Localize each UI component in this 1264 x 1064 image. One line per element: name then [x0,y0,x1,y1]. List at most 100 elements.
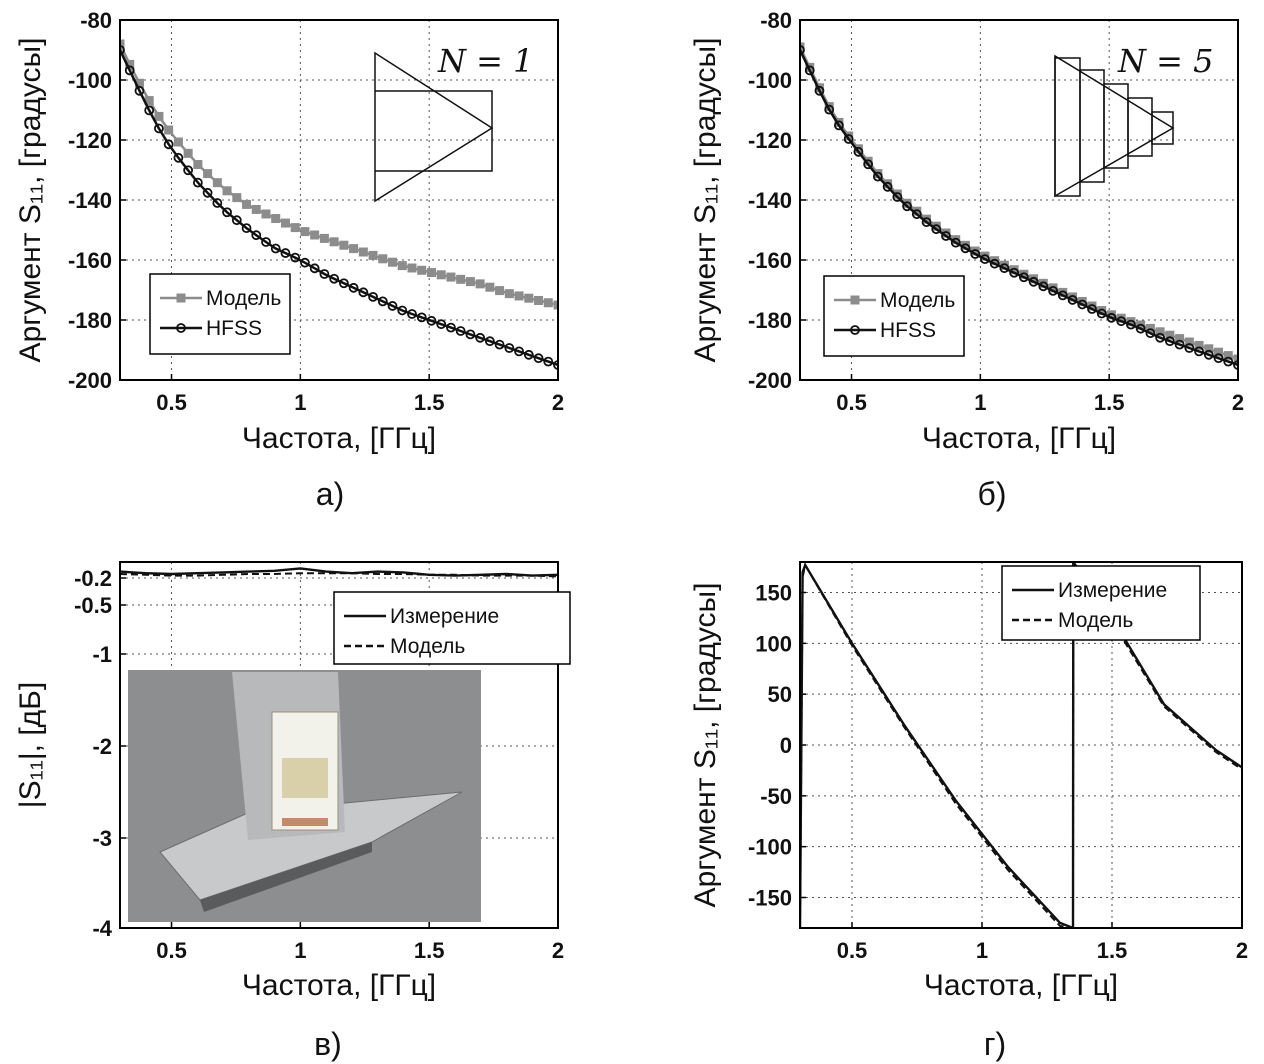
square-marker [407,263,417,273]
x-axis-label: Частота, [ГГц] [922,422,1116,455]
circle-marker [120,45,125,55]
circle-marker [902,201,912,212]
square-marker [805,62,815,72]
y-tick-label: -180 [68,308,112,333]
square-marker [931,221,941,231]
circle-marker [824,104,835,115]
chart-c: 0.5 1 1.5 2 -4 -3 -2 -1 -0.5-0.2 Измерение Модель Ч… [14,561,571,1062]
square-marker [271,214,281,224]
circle-marker [368,291,378,302]
legend-label: HFSS [206,317,262,340]
square-marker [310,230,320,240]
chart-a: 0.5 1 1.5 2 -200 -180 -160 -140 -120 -100 -80 N = 1… [14,8,564,512]
circle-marker [397,305,408,316]
square-marker [902,198,912,208]
square-marker [329,237,339,247]
circle-marker [309,263,320,274]
series-line [800,49,1238,367]
y-axis-label: Аргумент S₁₁, [градусы] [689,583,722,908]
plot-frame [119,561,559,929]
circle-marker [183,165,194,176]
stepped-triangle-inset [1054,54,1175,198]
circle-marker [134,85,145,96]
square-marker [1019,269,1029,279]
circle-marker [533,353,544,364]
square-marker [368,250,378,260]
square-marker [1097,306,1107,316]
square-marker [203,169,213,179]
y-tick-label: -80 [760,8,792,33]
square-marker [388,257,398,267]
circle-marker [1038,281,1049,292]
circle-marker [1184,343,1195,353]
circle-marker [921,217,932,228]
circle-marker [436,319,447,330]
square-marker [222,186,232,196]
y-tick-label: 100 [755,631,792,656]
circle-marker [1194,346,1204,357]
square-marker [999,260,1009,270]
x-tick-label: 1.5 [414,938,445,963]
circle-marker [222,207,232,218]
circle-marker [241,223,252,234]
legend-label: Модель [880,289,955,312]
square-marker [378,254,388,264]
panel-caption: в) [314,1026,342,1062]
series-0 [800,42,1238,364]
y-tick-label: -4 [92,916,112,941]
y-tick-label: -180 [748,308,792,333]
x-tick-label: 0.5 [837,938,868,963]
step-rectangle [1054,57,1081,197]
square-marker [1029,274,1039,284]
panel-caption: б) [978,476,1007,512]
x-tick-label: 1 [294,390,306,415]
step-rectangle [1079,69,1105,183]
square-marker [863,156,873,166]
square-marker [1048,283,1058,293]
chart-d: 0.5 1 1.5 2 -150 -100 -50 0 50 100 150 Измерение Мод… [689,561,1248,1062]
circle-marker [407,309,417,319]
square-marker [853,144,863,154]
circle-marker [290,252,301,263]
square-marker [212,178,222,188]
square-marker [1087,301,1097,311]
square-marker [495,286,505,296]
plot-frame [799,19,1239,381]
panel-caption: а) [316,476,344,512]
series-1 [800,562,1242,928]
circle-marker [319,269,330,279]
circle-marker [1096,308,1107,319]
square-marker [164,125,174,135]
y-tick-label: -80 [80,8,112,33]
square-marker [1223,351,1233,361]
circle-marker [1077,299,1088,310]
legend-circle-marker [176,323,186,333]
y-tick-label: -2 [92,734,112,759]
square-marker [1116,313,1126,323]
square-marker [154,111,164,121]
square-marker [1175,334,1185,344]
square-marker [1009,265,1019,275]
legend-box [333,591,571,665]
series-0 [120,567,558,577]
legend-box [1001,565,1201,641]
circle-marker [814,85,825,96]
legend: Измерение Модель [1001,565,1201,641]
square-marker [1077,296,1087,306]
y-axis-label: Аргумент S₁₁, [градусы] [689,38,722,363]
circle-marker [1145,328,1156,339]
square-marker [193,160,203,170]
series-line [800,562,1242,928]
square-marker [990,256,1000,266]
square-marker [183,148,193,158]
square-marker [280,218,290,228]
circle-marker [202,187,213,198]
square-marker [120,39,125,49]
series-line [800,46,1238,361]
circle-marker [1009,267,1020,278]
circle-marker [800,45,805,55]
circle-marker [144,105,155,116]
x-tick-label: 2 [552,390,564,415]
circle-marker [280,248,291,258]
square-marker [892,189,902,199]
